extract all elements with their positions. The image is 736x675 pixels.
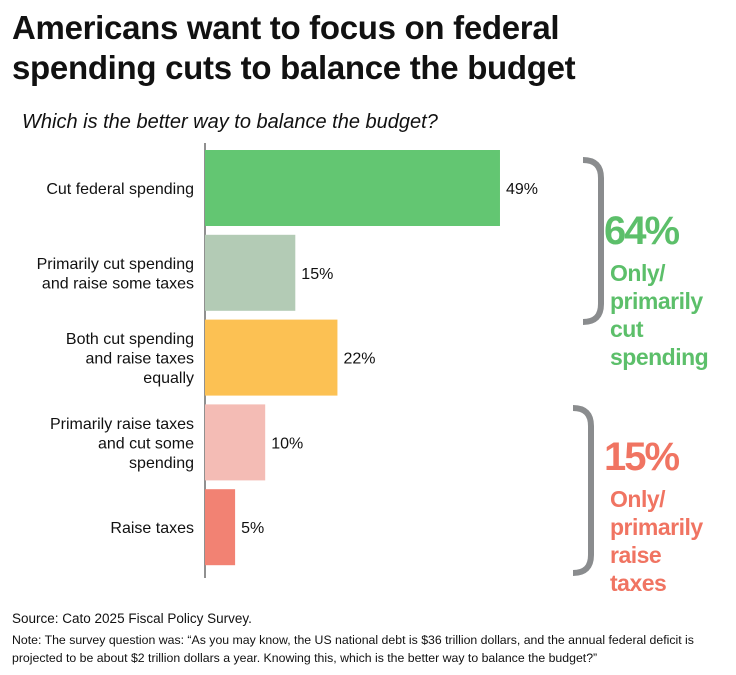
data-label: 15% [301,266,333,283]
bar-4 [205,489,236,566]
annotation-label: primarily [610,288,703,314]
annotation-label: taxes [610,570,666,596]
data-label: 22% [343,351,375,368]
annotation-label: primarily [610,514,703,540]
category-label: and cut some [98,435,194,452]
category-label: Raise taxes [110,520,194,537]
bracket [572,405,594,576]
category-label: equally [143,370,194,387]
bar-0 [205,150,500,226]
bar-chart: 49% Cut federal spending 15% Primarily cut … [37,143,709,596]
annotation-label: raise [610,542,661,568]
chart-title: Americans want to focus on federal spend… [12,8,576,88]
bar-1 [205,234,296,311]
title-line-2: spending cuts to balance the budget [12,49,576,86]
annotation-label: Only/ [610,260,666,286]
category-label: Both cut spending [66,331,194,348]
title-line-1: Americans want to focus on federal [12,9,560,46]
data-label: 10% [271,435,303,452]
category-label: Primarily cut spending [37,256,194,273]
annotation-label: spending [610,344,708,370]
data-label: 5% [241,520,264,537]
bracket [582,157,604,325]
note-text: Note: The survey question was: “As you m… [12,633,694,665]
category-label: and raise some taxes [42,276,194,293]
category-label: and raise taxes [85,351,194,368]
category-label: Cut federal spending [46,181,194,198]
bar-2 [205,319,338,396]
bar-3 [205,404,266,481]
source-text: Source: Cato 2025 Fiscal Policy Survey. [12,611,252,626]
category-label: Primarily raise taxes [50,416,194,433]
annotation-label: cut [610,316,644,342]
annotation-value: 15% [604,435,679,479]
chart-subtitle: Which is the better way to balance the b… [22,111,438,133]
data-label: 49% [506,181,538,198]
category-label: spending [129,455,194,472]
annotation-label: Only/ [610,486,666,512]
annotation-value: 64% [604,209,679,253]
